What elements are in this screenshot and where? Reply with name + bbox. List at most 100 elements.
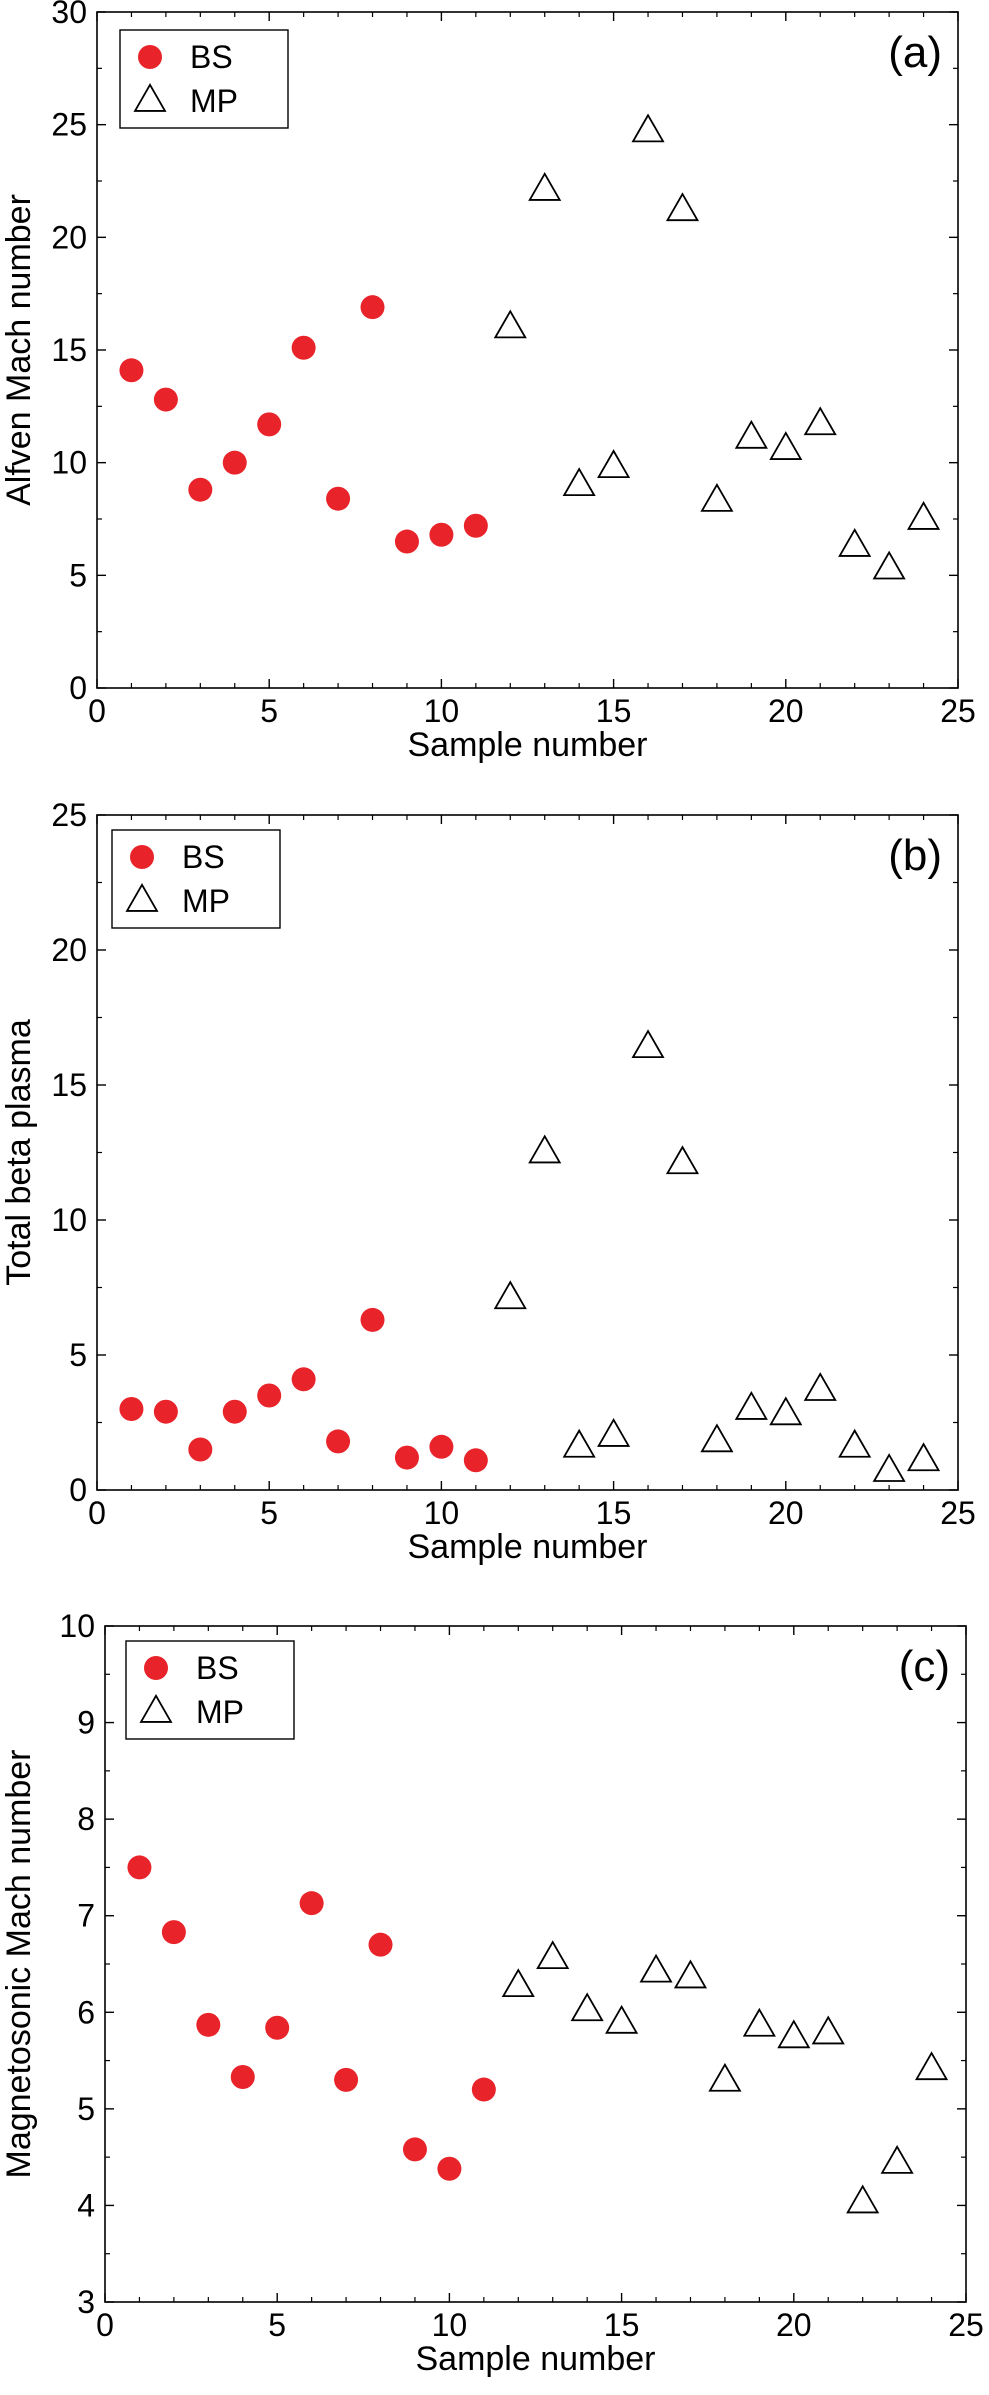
y-tick-label: 10 — [51, 1202, 87, 1238]
data-point-bs — [291, 1367, 316, 1392]
legend-label-bs: BS — [182, 839, 225, 875]
data-point-mp — [838, 1428, 872, 1458]
legend-marker-bs — [138, 45, 162, 69]
y-axis-label: Magnetosonic Mach number — [0, 1749, 38, 2178]
data-point-bs — [334, 2067, 359, 2092]
data-point-bs — [222, 450, 247, 475]
data-point-mp — [631, 113, 665, 143]
data-point-mp — [708, 2062, 742, 2092]
data-point-mp — [803, 1372, 837, 1401]
data-point-mp — [872, 550, 906, 580]
panel-label: (b) — [888, 831, 942, 880]
panel-a: 0 5 10 15 20 25 0 5 10 15 20 25 30 Sample number Alfve… — [0, 0, 976, 764]
data-point-bs — [463, 1448, 488, 1473]
legend-marker-mp — [139, 1694, 173, 1723]
y-tick-label: 20 — [51, 219, 87, 255]
data-point-bs — [257, 412, 282, 437]
y-tick-label: 25 — [51, 107, 87, 143]
data-point-bs — [437, 2156, 462, 2181]
x-tick-label: 0 — [96, 2307, 114, 2343]
x-tick-label: 20 — [776, 2307, 812, 2343]
data-point-mp — [734, 1391, 768, 1420]
data-point-bs — [471, 2077, 496, 2102]
data-point-mp — [639, 1953, 673, 1983]
data-point-mp — [597, 449, 631, 478]
legend-label-mp: MP — [182, 883, 230, 919]
data-point-bs — [257, 1383, 282, 1408]
data-point-mp — [880, 2144, 914, 2174]
data-point-bs — [119, 358, 144, 383]
x-tick-label: 15 — [596, 693, 632, 729]
x-tick-label: 10 — [424, 693, 460, 729]
legend-marker-bs — [130, 845, 154, 869]
data-point-mp — [570, 1992, 604, 2022]
data-point-mp — [597, 1418, 631, 1447]
data-point-mp — [493, 1280, 527, 1310]
data-point-mp — [493, 309, 527, 339]
y-tick-label: 10 — [59, 1608, 95, 1644]
x-tick-label: 20 — [768, 1495, 804, 1531]
data-point-bs — [394, 1445, 419, 1470]
data-point-bs — [222, 1399, 247, 1424]
data-point-bs — [188, 477, 213, 502]
data-point-mp — [915, 2051, 949, 2081]
data-point-bs — [326, 1429, 351, 1454]
legend-label-bs: BS — [196, 1650, 239, 1686]
data-point-mp — [846, 2184, 880, 2214]
y-tick-label: 15 — [51, 332, 87, 368]
y-tick-label: 0 — [69, 1472, 87, 1508]
data-point-mp — [501, 1968, 535, 1998]
data-point-bs — [153, 1399, 178, 1424]
data-point-mp — [562, 467, 596, 497]
data-point-mp — [673, 1959, 708, 1989]
y-tick-label: 5 — [77, 2091, 95, 2127]
data-point-bs — [368, 1932, 393, 1957]
data-point-mp — [769, 431, 803, 460]
legend-marker-bs — [144, 1656, 168, 1680]
data-point-mp — [528, 1134, 562, 1164]
x-tick-label: 15 — [604, 2307, 640, 2343]
legend-label-mp: MP — [190, 83, 238, 119]
data-point-mp — [803, 406, 837, 436]
data-point-mp — [734, 419, 768, 449]
data-point-mp — [536, 1940, 570, 1970]
data-point-bs — [360, 295, 385, 320]
x-tick-label: 15 — [596, 1495, 632, 1531]
data-point-mp — [665, 1145, 700, 1175]
legend-marker-mp — [133, 83, 167, 112]
y-tick-label: 6 — [77, 1994, 95, 2030]
data-point-mp — [631, 1029, 665, 1059]
panel-b: 0 5 10 15 20 25 0 5 10 15 20 25 Sample number Total b… — [0, 797, 976, 1566]
data-point-mp — [872, 1453, 906, 1482]
data-point-mp — [700, 1423, 734, 1453]
x-tick-label: 10 — [432, 2307, 468, 2343]
panel-label: (a) — [888, 28, 942, 77]
data-point-mp — [528, 172, 562, 201]
data-point-bs — [161, 1920, 186, 1945]
data-point-bs — [188, 1437, 213, 1462]
y-axis-label: Alfven Mach number — [0, 194, 38, 506]
y-tick-label: 5 — [69, 1337, 87, 1373]
data-point-mp — [700, 482, 734, 512]
x-tick-label: 0 — [88, 693, 106, 729]
data-point-bs — [463, 513, 488, 538]
data-point-mp — [665, 192, 700, 222]
data-point-bs — [230, 2064, 255, 2089]
y-tick-label: 0 — [69, 670, 87, 706]
x-tick-label: 20 — [768, 693, 804, 729]
data-point-bs — [196, 2012, 221, 2037]
x-tick-label: 5 — [268, 2307, 286, 2343]
y-tick-label: 20 — [51, 932, 87, 968]
y-tick-label: 5 — [69, 557, 87, 593]
data-point-bs — [326, 486, 351, 511]
panel-label: (c) — [899, 1642, 950, 1691]
x-tick-label: 0 — [88, 1495, 106, 1531]
data-point-mp — [907, 1442, 941, 1472]
y-tick-label: 30 — [51, 0, 87, 30]
data-point-bs — [394, 529, 419, 554]
legend-marker-mp — [125, 883, 159, 912]
data-point-bs — [291, 335, 316, 360]
y-tick-label: 15 — [51, 1067, 87, 1103]
